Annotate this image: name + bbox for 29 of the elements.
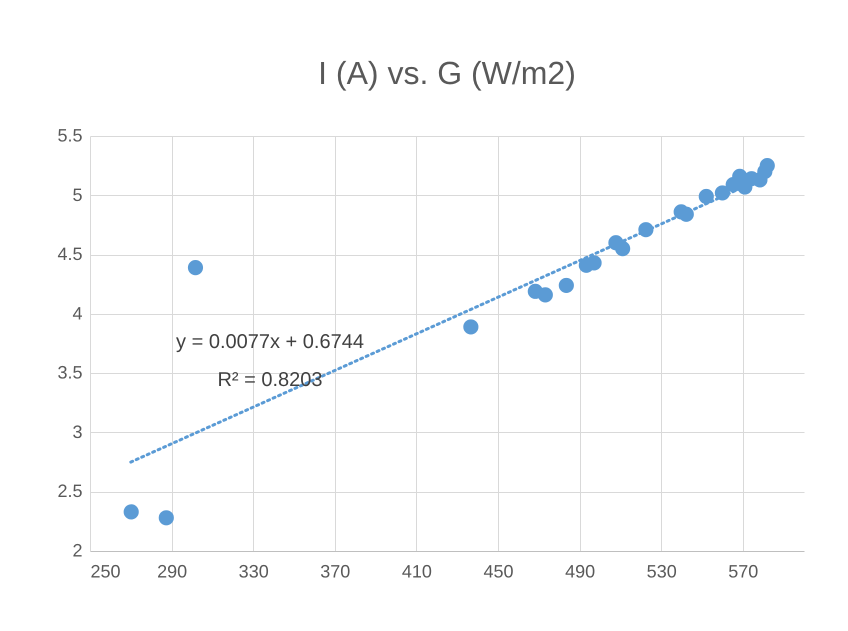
y-tick-label: 2.5 (57, 481, 82, 502)
point (558, 278, 574, 293)
y-tick-label: 5.5 (57, 126, 82, 146)
x-tick-label: 570 (728, 562, 758, 582)
x-tick-label: 490 (565, 562, 596, 582)
point (124, 504, 139, 520)
x-tick-label: 250 (90, 562, 121, 582)
x-tick-label: 290 (157, 562, 188, 582)
chart-title: I (A) vs. G (W/m2) (318, 55, 576, 91)
point (463, 319, 478, 334)
x-tick-label: 450 (483, 562, 514, 582)
y-tick-label: 4 (72, 303, 82, 324)
y-tick-label: 4.5 (57, 244, 82, 264)
point (586, 255, 602, 270)
y-tick-label: 5 (72, 184, 82, 205)
x-tick-label: 330 (238, 562, 269, 582)
x-tick-label: 530 (646, 562, 677, 582)
x-tick-label: 370 (320, 562, 350, 582)
point (188, 260, 204, 276)
x-tick-label: 410 (402, 562, 432, 582)
point (158, 510, 174, 526)
y-tick-label: 3 (72, 422, 82, 442)
y-tick-label: 2 (72, 540, 82, 560)
point (538, 287, 553, 302)
annotation: y = 0.0077x + 0.6744 (176, 331, 364, 353)
point (698, 188, 714, 204)
point (615, 241, 630, 256)
point (760, 158, 775, 174)
y-tick-label: 3.5 (57, 362, 82, 383)
